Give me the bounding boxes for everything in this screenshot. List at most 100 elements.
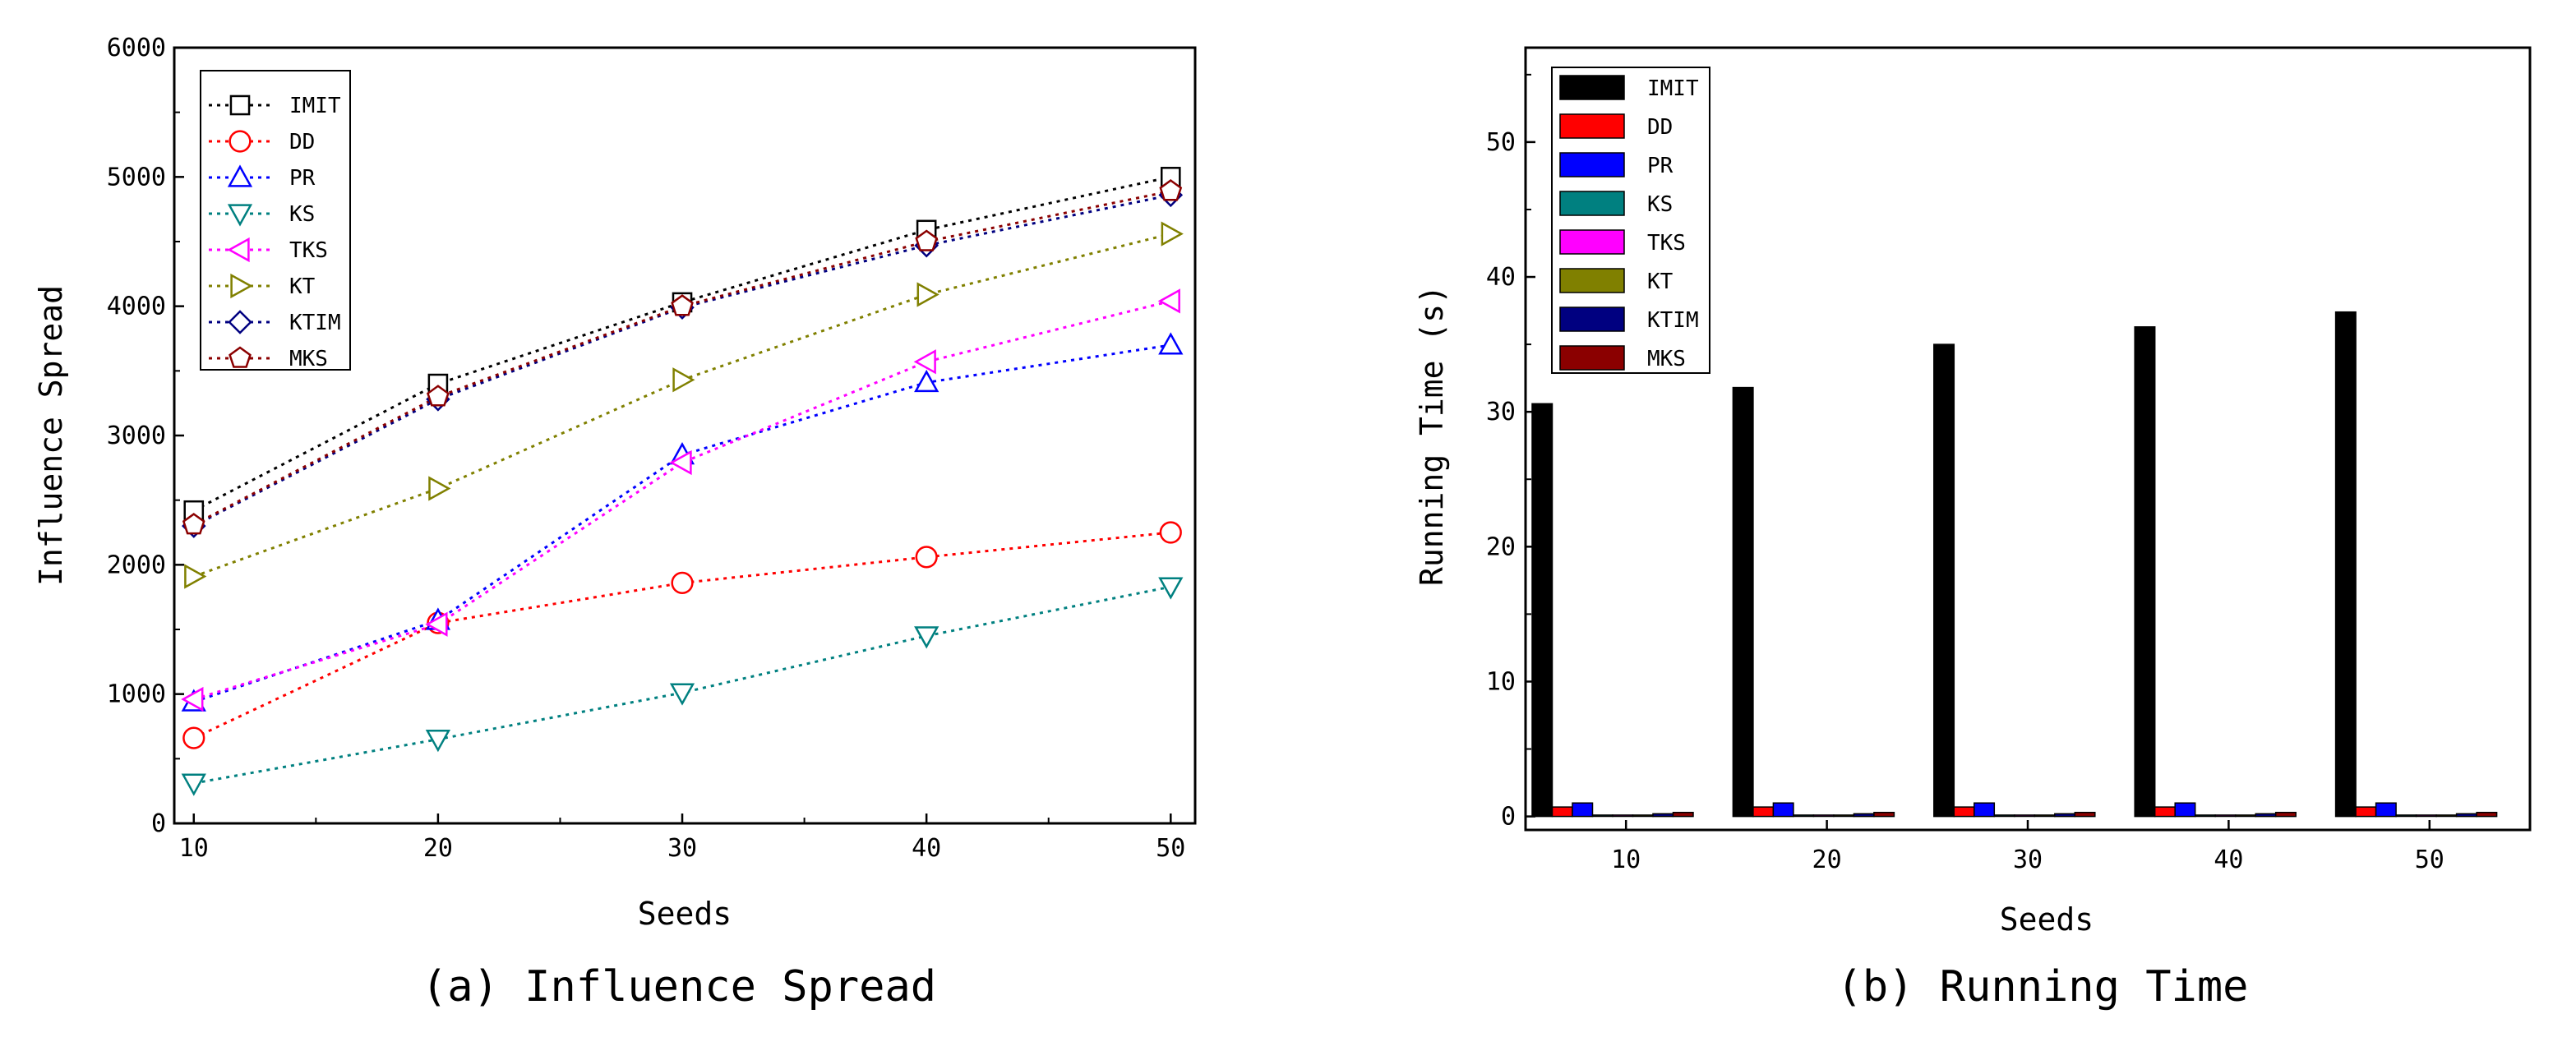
legend-label-mks: MKS: [1647, 347, 1686, 371]
series-line-imit: [193, 175, 1171, 512]
legend-label-tks: TKS: [289, 238, 328, 263]
x-axis-label-b: Seeds: [2000, 901, 2094, 938]
legend-label-ks: KS: [1647, 192, 1673, 217]
ticks-b: 0 10 20 30 40 50 10 20 30 40 50: [1486, 73, 2444, 874]
y-tick-label-a: 2000: [107, 551, 166, 579]
bar-imit-20: [1732, 386, 1754, 818]
bar-kt-10: [1632, 814, 1654, 818]
x-tick-label-b: 30: [2013, 846, 2043, 874]
point-tks: [1157, 288, 1180, 314]
ticks-a: 0 1000 2000 3000 4000 5000 6000 10 20 30 40 50: [107, 34, 1186, 863]
legend-swatch-ks: [1559, 191, 1625, 216]
legend-label-pr: PR: [1647, 154, 1673, 178]
bar-tks-50: [2415, 814, 2437, 818]
legend-marker-pr: [227, 164, 253, 187]
bar-ktim-30: [2054, 813, 2076, 818]
bar-tks-10: [1612, 814, 1634, 818]
x-tick-label-a: 30: [667, 834, 697, 863]
x-tick-label-a: 10: [179, 834, 209, 863]
legend-swatch-pr: [1559, 152, 1625, 177]
legend-b: IMIT DD PR KS TKS KT KTIM MKS: [1551, 67, 1710, 374]
legend-label-ks: KS: [289, 202, 315, 227]
legend-label-imit: IMIT: [1647, 76, 1699, 101]
y-tick-label-a: 1000: [107, 680, 166, 709]
bar-mks-30: [2074, 811, 2096, 818]
point-kt: [428, 476, 451, 501]
bar-ks-20: [1793, 814, 1815, 818]
point-dd: [182, 726, 205, 749]
legend-label-imit: IMIT: [289, 94, 341, 118]
legend-swatch-mks: [1559, 345, 1625, 371]
bar-dd-30: [1953, 806, 1975, 818]
bars-b: [1531, 311, 2498, 818]
bar-imit-40: [2134, 326, 2156, 818]
legend-swatch-kt: [1559, 268, 1625, 293]
legend-marker-imit: [229, 94, 251, 116]
legend-swatch-tks: [1559, 229, 1625, 255]
point-ks: [425, 730, 451, 753]
x-tick-label-a: 50: [1156, 834, 1185, 863]
y-tick-label-b: 0: [1501, 803, 1516, 832]
point-kt: [672, 367, 695, 393]
bar-ks-50: [2395, 814, 2417, 818]
legend-a: IMIT DD PR KS TKS KT KTIM MKS: [200, 70, 351, 371]
point-mks: [1159, 179, 1183, 201]
y-tick-label-a: 5000: [107, 163, 166, 191]
point-tks: [425, 611, 448, 637]
point-tks: [669, 449, 692, 476]
point-dd: [1159, 521, 1182, 544]
y-tick-label-a: 0: [151, 809, 166, 838]
y-axis-label-b: Running Time (s): [1414, 285, 1450, 586]
series-a: [181, 167, 1184, 796]
bar-dd-20: [1752, 806, 1775, 818]
x-axis-label-a: Seeds: [638, 896, 732, 932]
x-tick-label-b: 40: [2214, 846, 2243, 874]
x-tick-label-a: 20: [423, 834, 453, 863]
point-kt: [916, 282, 939, 307]
point-ks: [914, 626, 939, 649]
bar-ks-40: [2194, 814, 2216, 818]
y-axis-label-a: Influence Spread: [33, 285, 69, 586]
bar-mks-50: [2476, 811, 2498, 818]
bar-ktim-10: [1652, 813, 1674, 818]
series-line-pr: [193, 343, 1171, 703]
running-time-chart: 0 10 20 30 40 50 10 20 30 40 50 IMIT DD PR KS TKS KT KTI…: [1414, 46, 2532, 1012]
point-kt: [184, 564, 207, 589]
series-line-dd: [193, 531, 1171, 740]
point-dd: [915, 546, 938, 569]
y-tick-label-b: 40: [1486, 263, 1516, 292]
series-line-ks: [193, 585, 1171, 785]
bar-tks-30: [2014, 814, 2036, 818]
point-ks: [669, 683, 695, 706]
bar-kt-30: [2034, 814, 2056, 818]
bar-ks-30: [1993, 814, 2015, 818]
x-tick-label-b: 20: [1812, 846, 1842, 874]
bar-kt-40: [2234, 814, 2256, 818]
legend-label-dd: DD: [289, 130, 315, 154]
caption-b: (b) Running Time: [1837, 962, 2249, 1012]
bar-mks-40: [2274, 811, 2297, 818]
legend-swatch-imit: [1559, 75, 1625, 100]
bar-pr-50: [2375, 802, 2397, 818]
legend-label-kt: KT: [1647, 270, 1673, 294]
point-mks: [182, 513, 205, 535]
bar-imit-50: [2334, 311, 2357, 818]
bar-kt-50: [2435, 814, 2458, 818]
point-mks: [427, 385, 450, 407]
y-tick-label-a: 6000: [107, 34, 166, 62]
legend-marker-kt: [230, 273, 253, 299]
y-tick-label-b: 30: [1486, 398, 1516, 426]
legend-frame-a: [200, 70, 351, 371]
legend-marker-mks: [229, 346, 252, 368]
bar-ks-10: [1591, 814, 1613, 818]
point-ks: [1158, 577, 1184, 600]
legend-label-ktim: KTIM: [289, 311, 341, 335]
bar-tks-40: [2214, 814, 2237, 818]
bar-pr-10: [1572, 802, 1594, 818]
legend-label-ktim: KTIM: [1647, 308, 1699, 333]
legend-label-kt: KT: [289, 274, 316, 299]
legend-label-tks: TKS: [1647, 231, 1686, 256]
point-pr: [914, 369, 939, 393]
legend-swatch-ktim: [1559, 306, 1625, 332]
point-tks: [913, 349, 936, 375]
